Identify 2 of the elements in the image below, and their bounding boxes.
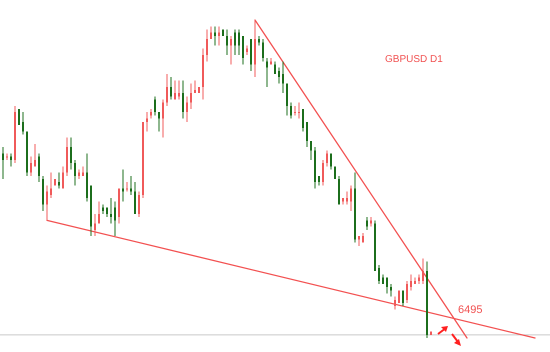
annotation: 6495 bbox=[458, 304, 482, 316]
text: GBPUSD D1 bbox=[385, 54, 444, 65]
